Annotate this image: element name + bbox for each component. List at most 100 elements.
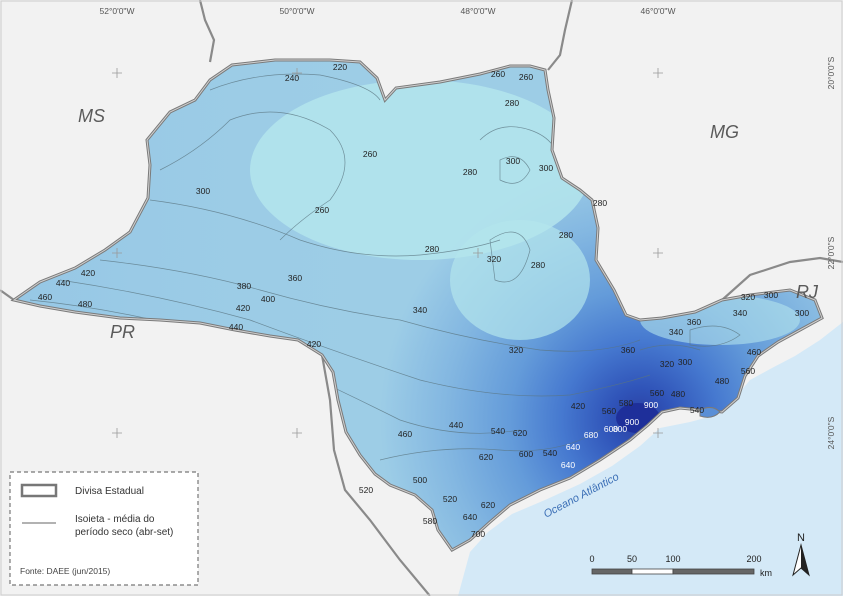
isoline-label-460b: 460 bbox=[398, 429, 412, 439]
coord-top-48w: 48°0'0"W bbox=[461, 6, 496, 16]
isoline-label-460a: 460 bbox=[38, 292, 52, 302]
state-label-mg: MG bbox=[710, 122, 739, 142]
legend-isoline-label-1: Isoieta - média do bbox=[75, 514, 155, 525]
coord-top-46w: 46°0'0"W bbox=[641, 6, 676, 16]
isoline-label-360a: 360 bbox=[288, 273, 302, 283]
isoline-label-300c: 300 bbox=[539, 163, 553, 173]
isoline-label-280f: 280 bbox=[593, 198, 607, 208]
grid-ticks bbox=[112, 68, 663, 438]
legend-isoline-label-2: período seco (abr-set) bbox=[75, 527, 173, 538]
isoline-label-420b: 420 bbox=[236, 303, 250, 313]
isoline-label-360c: 360 bbox=[687, 317, 701, 327]
state-label-pr: PR bbox=[110, 322, 135, 342]
isoline-label-340c: 340 bbox=[733, 308, 747, 318]
scale-bar: 0 50 100 200 km bbox=[589, 554, 772, 578]
isoline-label-600a: 600 bbox=[519, 449, 533, 459]
isoline-label-700: 700 bbox=[471, 529, 485, 539]
border-mg-rj bbox=[721, 256, 843, 301]
isoline-label-400: 400 bbox=[261, 294, 275, 304]
scale-label-100: 100 bbox=[665, 554, 680, 564]
isoline-label-280c: 280 bbox=[425, 244, 439, 254]
isoline-label-260c: 260 bbox=[363, 149, 377, 159]
coord-top-52w: 52°0'0"W bbox=[100, 6, 135, 16]
isoline-label-300e: 300 bbox=[764, 290, 778, 300]
isoline-label-620a: 620 bbox=[513, 428, 527, 438]
isoline-label-620c: 620 bbox=[481, 500, 495, 510]
isoline-label-680: 680 bbox=[584, 430, 598, 440]
isoline-label-480a: 480 bbox=[78, 299, 92, 309]
isoline-label-280b: 280 bbox=[463, 167, 477, 177]
isoline-label-300d: 300 bbox=[678, 357, 692, 367]
isoline-label-440b: 440 bbox=[229, 322, 243, 332]
isoline-label-460c: 460 bbox=[747, 347, 761, 357]
isoline-label-260d: 260 bbox=[315, 205, 329, 215]
legend-state-border-label: Divisa Estadual bbox=[75, 486, 144, 497]
border-mg-north bbox=[547, 0, 574, 71]
north-arrow-half bbox=[801, 545, 809, 575]
border-pr bbox=[320, 354, 431, 596]
isoline-label-360b: 360 bbox=[621, 345, 635, 355]
isoline-label-300b: 300 bbox=[506, 156, 520, 166]
isoline-label-560b: 560 bbox=[650, 388, 664, 398]
isoline-label-540a: 540 bbox=[491, 426, 505, 436]
isoline-label-560c: 560 bbox=[741, 366, 755, 376]
legend-state-border-swatch bbox=[20, 483, 58, 498]
isoline-label-540b: 540 bbox=[543, 448, 557, 458]
coord-right-24s: 24°0'0"S bbox=[826, 416, 836, 449]
isoline-label-340a: 340 bbox=[413, 305, 427, 315]
state-label-ms: MS bbox=[78, 106, 105, 126]
isoline-labels: 240 220 260 260 260 260 280 280 280 280 280 280 300 3… bbox=[38, 62, 809, 539]
light-core-2 bbox=[450, 220, 590, 340]
isoline-label-800: 800 bbox=[613, 424, 627, 434]
isoline-label-300a: 300 bbox=[196, 186, 210, 196]
border-ms-mg bbox=[198, 0, 216, 63]
isoline-label-640b: 640 bbox=[566, 442, 580, 452]
isoline-label-240: 240 bbox=[285, 73, 299, 83]
coord-right-22s: 22°0'0"S bbox=[826, 236, 836, 269]
state-label-rj: RJ bbox=[796, 282, 819, 302]
scale-label-200: 200 bbox=[746, 554, 761, 564]
isoline-label-420d: 420 bbox=[571, 401, 585, 411]
isoline-label-280a: 280 bbox=[505, 98, 519, 108]
coord-top-50w: 50°0'0"W bbox=[280, 6, 315, 16]
isoline-label-320c: 320 bbox=[660, 359, 674, 369]
isoline-label-420c: 420 bbox=[307, 339, 321, 349]
legend: Divisa Estadual Isoieta - média do perío… bbox=[9, 471, 199, 586]
island bbox=[699, 406, 721, 418]
isoline-label-280e: 280 bbox=[559, 230, 573, 240]
isoline-label-900a: 900 bbox=[644, 400, 658, 410]
isoline-label-440a: 440 bbox=[56, 278, 70, 288]
isoline-label-260a: 260 bbox=[491, 69, 505, 79]
scale-segment-2 bbox=[631, 568, 674, 575]
isoline-label-900b: 900 bbox=[625, 417, 639, 427]
legend-source: Fonte: DAEE (jun/2015) bbox=[20, 566, 110, 576]
coord-right-20s: 20°0'0"S bbox=[826, 56, 836, 89]
isoline-label-600b: 600 bbox=[604, 424, 618, 434]
light-core bbox=[250, 80, 590, 260]
scale-segment-3 bbox=[672, 568, 755, 575]
isoline-label-380: 380 bbox=[237, 281, 251, 291]
isoline-label-540c: 540 bbox=[690, 405, 704, 415]
north-label: N bbox=[797, 532, 805, 544]
scale-label-50: 50 bbox=[627, 554, 637, 564]
isoline-label-340b: 340 bbox=[669, 327, 683, 337]
isoline-label-560a: 560 bbox=[602, 406, 616, 416]
isoline-label-500: 500 bbox=[413, 475, 427, 485]
isoline-label-280d: 280 bbox=[531, 260, 545, 270]
isoline-label-440c: 440 bbox=[449, 420, 463, 430]
isoline-label-580a: 580 bbox=[423, 516, 437, 526]
isoline-label-520b: 520 bbox=[443, 494, 457, 504]
scale-unit: km bbox=[760, 568, 772, 578]
isoline-label-320d: 320 bbox=[741, 292, 755, 302]
isoline-label-640a: 640 bbox=[561, 460, 575, 470]
isoline-label-480b: 480 bbox=[671, 389, 685, 399]
scale-segment-1 bbox=[591, 568, 633, 575]
border-ms-pr bbox=[0, 289, 15, 301]
isoline-label-320b: 320 bbox=[509, 345, 523, 355]
scale-label-0: 0 bbox=[589, 554, 594, 564]
isoline-label-220: 220 bbox=[333, 62, 347, 72]
isoline-label-640c: 640 bbox=[463, 512, 477, 522]
isoline-label-520a: 520 bbox=[359, 485, 373, 495]
